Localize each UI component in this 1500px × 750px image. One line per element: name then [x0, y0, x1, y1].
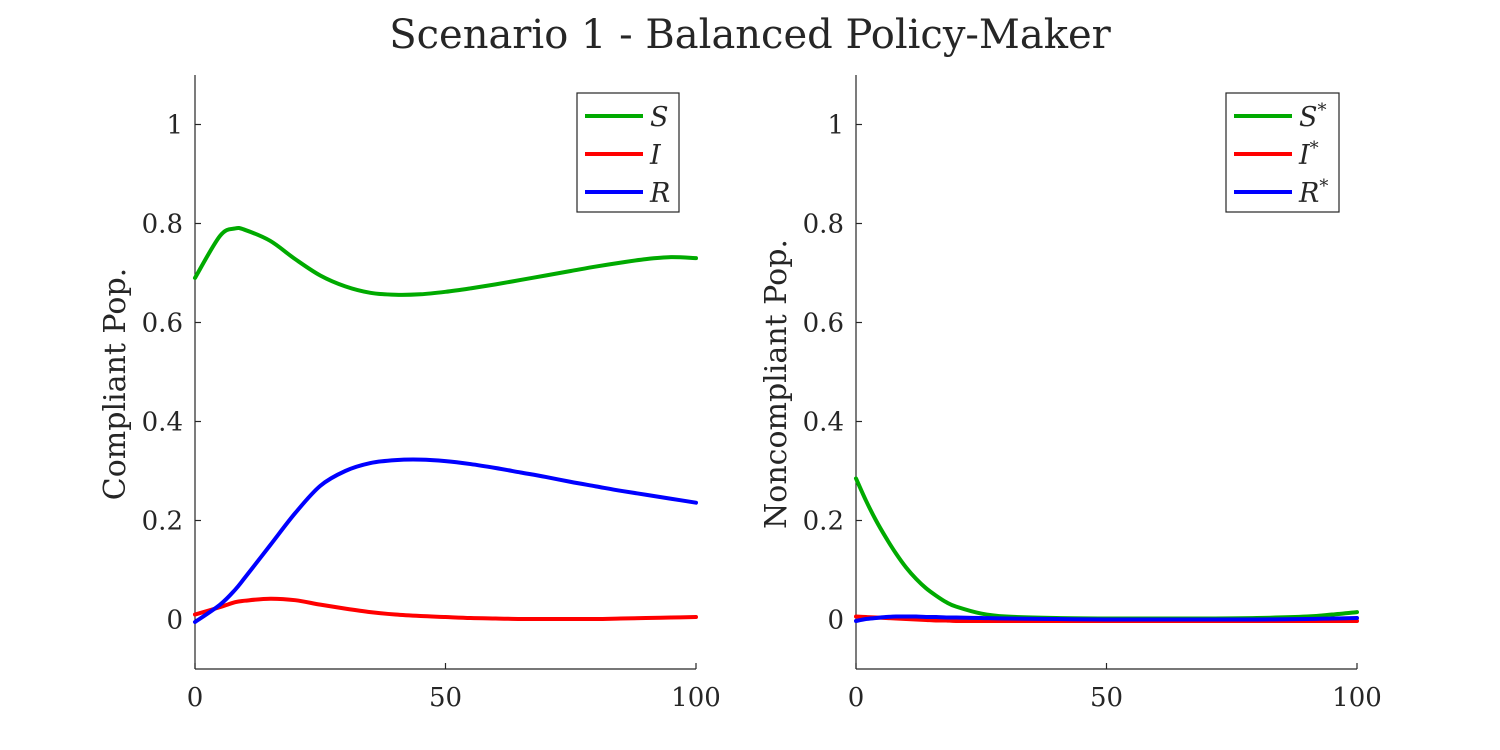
series-line-r — [193, 457, 698, 624]
legend-entry: S — [650, 102, 669, 133]
y-tick-label: 0.8 — [142, 210, 183, 240]
series-line-s-star — [854, 476, 1359, 621]
legend-entry: I* — [1298, 138, 1319, 171]
y-axis-label: Compliant Pop. — [98, 268, 133, 500]
legend: S* I* R* — [1225, 92, 1340, 213]
noncompliant-population-panel: 0 0.2 0.4 0.6 0.8 1 0 50 100 Noncompliant Pop. S* I… — [759, 75, 1382, 713]
y-axis-label: Noncompliant Pop. — [759, 239, 794, 529]
x-tick-label: 0 — [187, 683, 204, 713]
legend-entry: S* — [1299, 100, 1327, 133]
legend-entry: R* — [1298, 176, 1328, 209]
legend-entry: I — [649, 140, 662, 171]
y-tick-label: 0.6 — [142, 309, 183, 339]
x-tick-label: 0 — [848, 683, 865, 713]
chart-title: Scenario 1 - Balanced Policy-Maker — [389, 12, 1111, 58]
y-tick-label: 0.4 — [142, 408, 183, 438]
series-line-i — [193, 596, 698, 622]
y-tick-label: 1 — [166, 111, 183, 141]
series-line-r-star — [854, 614, 1359, 623]
y-tick-label: 0.2 — [142, 507, 183, 537]
legend-entry: R — [649, 178, 670, 209]
x-tick-label: 50 — [1090, 683, 1123, 713]
y-tick-label: 0.2 — [803, 507, 844, 537]
y-tick-label: 0.8 — [803, 210, 844, 240]
compliant-population-panel: 0 0.2 0.4 0.6 0.8 1 0 50 100 Compliant Pop. SIR — [98, 75, 721, 713]
series-line-s — [193, 225, 698, 297]
y-tick-label: 1 — [827, 111, 844, 141]
y-tick-label: 0.4 — [803, 408, 844, 438]
x-tick-label: 50 — [429, 683, 462, 713]
y-tick-label: 0 — [827, 606, 844, 636]
legend: SIR — [576, 92, 680, 213]
x-tick-label: 100 — [1332, 683, 1382, 713]
y-tick-label: 0 — [166, 606, 183, 636]
x-tick-label: 100 — [671, 683, 721, 713]
y-tick-label: 0.6 — [803, 309, 844, 339]
